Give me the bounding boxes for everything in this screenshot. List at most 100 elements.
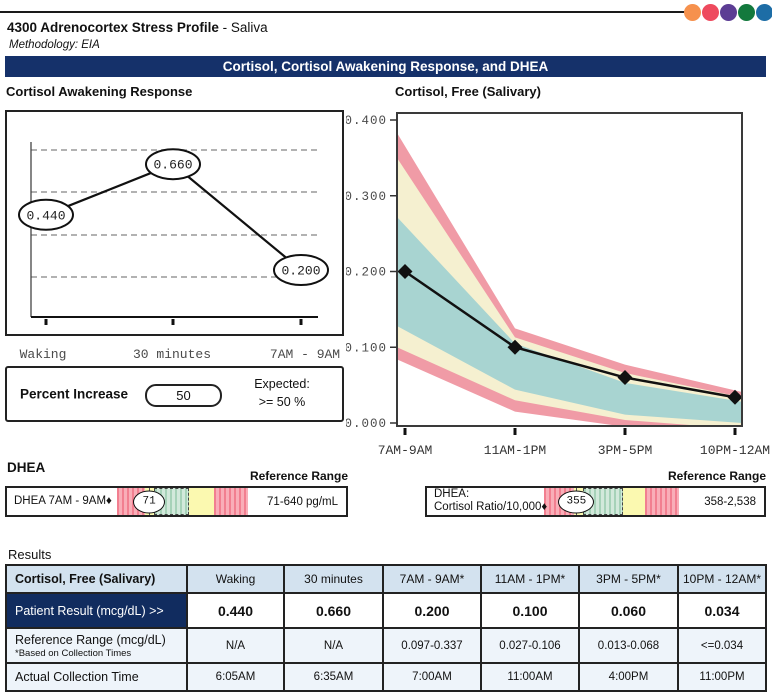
car-x-axis-labels: Waking 30 minutes 7AM - 9AM: [5, 347, 344, 362]
car-x-label: 30 minutes: [132, 347, 212, 362]
marker-tick: [576, 511, 578, 515]
value-cell: 6:05AM: [186, 662, 285, 692]
page-title: 4300 Adrenocortex Stress Profile - Saliv…: [7, 20, 268, 35]
dhea-heading: DHEA: [7, 460, 46, 475]
car-chart-title: Cortisol Awakening Response: [6, 84, 193, 99]
car-point-ellipse: [273, 254, 329, 286]
cortisol-bands: [397, 132, 742, 426]
dhea-range-zones: 71: [117, 488, 248, 515]
bar-label-line: Cortisol Ratio/10,000♦: [434, 501, 548, 514]
patient-value-marker: 355: [558, 490, 595, 513]
patient-value-marker: 71: [133, 490, 166, 513]
cortisol-y-tick-label: 0.100: [346, 341, 387, 355]
cortisol-y-tick-label: 0.200: [346, 266, 387, 280]
range-zone-yellow: [622, 488, 645, 515]
patient-result-row: Patient Result (mcg/dL) >> 0.440 0.660 0.20…: [5, 592, 767, 629]
column-header: 7AM - 9AM*: [382, 564, 482, 594]
table-title-cell: Cortisol, Free (Salivary): [5, 564, 188, 594]
bar-label-line: DHEA:: [434, 487, 470, 500]
expected-label: Expected:: [254, 377, 310, 391]
cortisol-patient-line: [404, 270, 736, 399]
cortisol-chart-svg: 0.000 0.100 0.200 0.300 0.400 7AM-9AM 11AM-1PM…: [346, 112, 770, 458]
value-cell: 0.200: [382, 592, 482, 629]
car-point-ellipse: [18, 198, 74, 231]
dhea-reference-range-value: 71-640 pg/mL: [267, 495, 338, 508]
column-header: Waking: [186, 564, 285, 594]
car-point-ellipse: [145, 148, 201, 181]
expected-value: >= 50 %: [258, 395, 306, 410]
value-cell: 0.440: [186, 592, 285, 629]
dhea-result-bar: 71 DHEA 7AM - 9AM♦ 71-640 pg/mL: [5, 486, 348, 517]
percent-increase-value: 50: [145, 384, 222, 407]
car-point-label: 0.660: [153, 158, 192, 173]
report-title-suffix: - Saliva: [218, 20, 268, 35]
value-cell: 0.100: [480, 592, 580, 629]
patient-result-label: Patient Result (mcg/dL) >>: [5, 592, 188, 629]
value-cell: 0.027-0.106: [480, 627, 580, 664]
cortisol-y-tick-label: 0.400: [346, 114, 387, 128]
value-cell: 11:00AM: [480, 662, 580, 692]
marker-tick: [149, 511, 151, 515]
car-x-label: 7AM - 9AM: [269, 347, 341, 362]
cortisol-y-tick-label: 0.300: [346, 190, 387, 204]
bar-label-line: DHEA 7AM - 9AM♦: [14, 494, 112, 507]
collection-time-label: Actual Collection Time: [5, 662, 188, 692]
brand-dot: [702, 4, 719, 21]
value-cell: <=0.034: [677, 627, 767, 664]
results-heading: Results: [8, 547, 52, 562]
value-cell: 0.034: [677, 592, 767, 629]
value-cell: N/A: [186, 627, 285, 664]
car-x-label: Waking: [19, 347, 67, 362]
brand-dot: [684, 4, 701, 21]
dhea-bar-label: DHEA 7AM - 9AM♦: [14, 495, 112, 509]
ratio-range-zones: 355: [544, 488, 679, 515]
car-chart: 0.440 0.660 0.200: [5, 110, 344, 336]
value-cell: 7:00AM: [382, 662, 482, 692]
ratio-bar-label: DHEA: Cortisol Ratio/10,000♦: [434, 488, 547, 516]
band-within-range: [397, 216, 742, 423]
cortisol-x-tick-label: 11AM-1PM: [484, 443, 546, 458]
car-point-label: 0.200: [281, 264, 320, 279]
car-chart-svg: 0.440 0.660 0.200: [18, 142, 329, 325]
percent-increase-label: Percent Increase: [20, 386, 129, 402]
column-header: 30 minutes: [283, 564, 384, 594]
cortisol-x-tick-label: 7AM-9AM: [378, 443, 433, 458]
cortisol-chart-title: Cortisol, Free (Salivary): [395, 84, 541, 99]
section-banner: Cortisol, Cortisol Awakening Response, a…: [5, 56, 766, 77]
cortisol-point-diamond: [397, 264, 413, 279]
cortisol-y-tick-label: 0.000: [346, 417, 387, 431]
results-table: Cortisol, Free (Salivary) Waking 30 minute…: [5, 564, 767, 692]
dhea-cortisol-ratio-bar: 355 DHEA: Cortisol Ratio/10,000♦ 358-2,53…: [425, 486, 766, 517]
cortisol-point-diamond: [727, 389, 743, 405]
value-cell: 0.013-0.068: [578, 627, 679, 664]
range-zone-pink: [213, 488, 248, 515]
column-header: 11AM - 1PM*: [480, 564, 580, 594]
collection-time-row: Actual Collection Time 6:05AM 6:35AM 7:00AM…: [5, 662, 767, 692]
cortisol-x-tick-label: 10PM-12AM: [700, 443, 770, 458]
percent-increase-box: Percent Increase 50 Expected: >= 50 %: [5, 366, 344, 422]
reference-range-label: Reference Range (mcg/dL) *Based on Collec…: [5, 627, 188, 664]
header-rule: [0, 11, 686, 13]
brand-dot: [720, 4, 737, 21]
column-header: 3PM - 5PM*: [578, 564, 679, 594]
report-title: 4300 Adrenocortex Stress Profile: [7, 20, 219, 35]
range-zone-yellow: [189, 488, 214, 515]
brand-dot: [738, 4, 755, 21]
cortisol-x-tick-label: 3PM-5PM: [598, 443, 653, 458]
value-cell: N/A: [283, 627, 384, 664]
value-cell: 6:35AM: [283, 662, 384, 692]
reference-range-row: Reference Range (mcg/dL) *Based on Collec…: [5, 627, 767, 664]
column-header: 10PM - 12AM*: [677, 564, 767, 594]
methodology-text: Methodology: EIA: [9, 39, 100, 51]
value-cell: 0.660: [283, 592, 384, 629]
brand-dots: [684, 4, 772, 21]
value-cell: 0.097-0.337: [382, 627, 482, 664]
brand-dot: [756, 4, 772, 21]
car-point-label: 0.440: [26, 208, 65, 223]
reference-range-heading-right: Reference Range: [667, 469, 766, 483]
range-zone-pink: [644, 488, 679, 515]
value-cell: 4:00PM: [578, 662, 679, 692]
ratio-reference-range-value: 358-2,538: [704, 495, 756, 508]
value-cell: 0.060: [578, 592, 679, 629]
